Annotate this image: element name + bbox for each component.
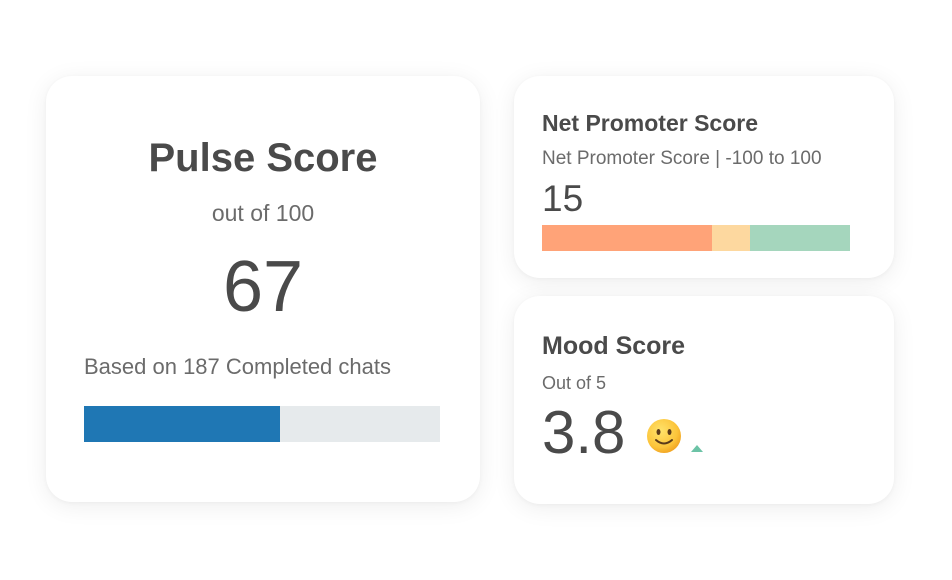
- mood-score-title: Mood Score: [542, 332, 686, 360]
- pulse-score-title: Pulse Score: [148, 136, 378, 180]
- pulse-score-progress-fill: [84, 406, 280, 442]
- nps-value: 15: [542, 178, 584, 219]
- pulse-score-value: 67: [222, 247, 304, 327]
- nps-distribution-bar: [542, 225, 850, 251]
- nps-card: Net Promoter Score Net Promoter Score | …: [514, 76, 894, 278]
- nps-segment-detractors: [542, 225, 713, 251]
- nps-title: Net Promoter Score: [542, 110, 759, 136]
- trend-up-icon: [691, 445, 703, 452]
- pulse-score-basis: Based on 187 Completed chats: [84, 354, 391, 379]
- mood-score-subtitle: Out of 5: [542, 373, 607, 393]
- nps-subtitle: Net Promoter Score | -100 to 100: [542, 148, 822, 169]
- pulse-score-card: Pulse Score out of 100 67 Based on 187 C…: [46, 76, 480, 502]
- slightly-smiling-face-icon: [647, 419, 681, 453]
- mood-score-card: Mood Score Out of 5 3.8: [514, 296, 894, 504]
- nps-segment-passives: [712, 225, 750, 251]
- nps-segment-promoters: [749, 225, 850, 251]
- pulse-score-progress-track: [84, 406, 440, 442]
- mood-score-value: 3.8: [542, 399, 626, 466]
- pulse-score-subtitle: out of 100: [211, 200, 315, 226]
